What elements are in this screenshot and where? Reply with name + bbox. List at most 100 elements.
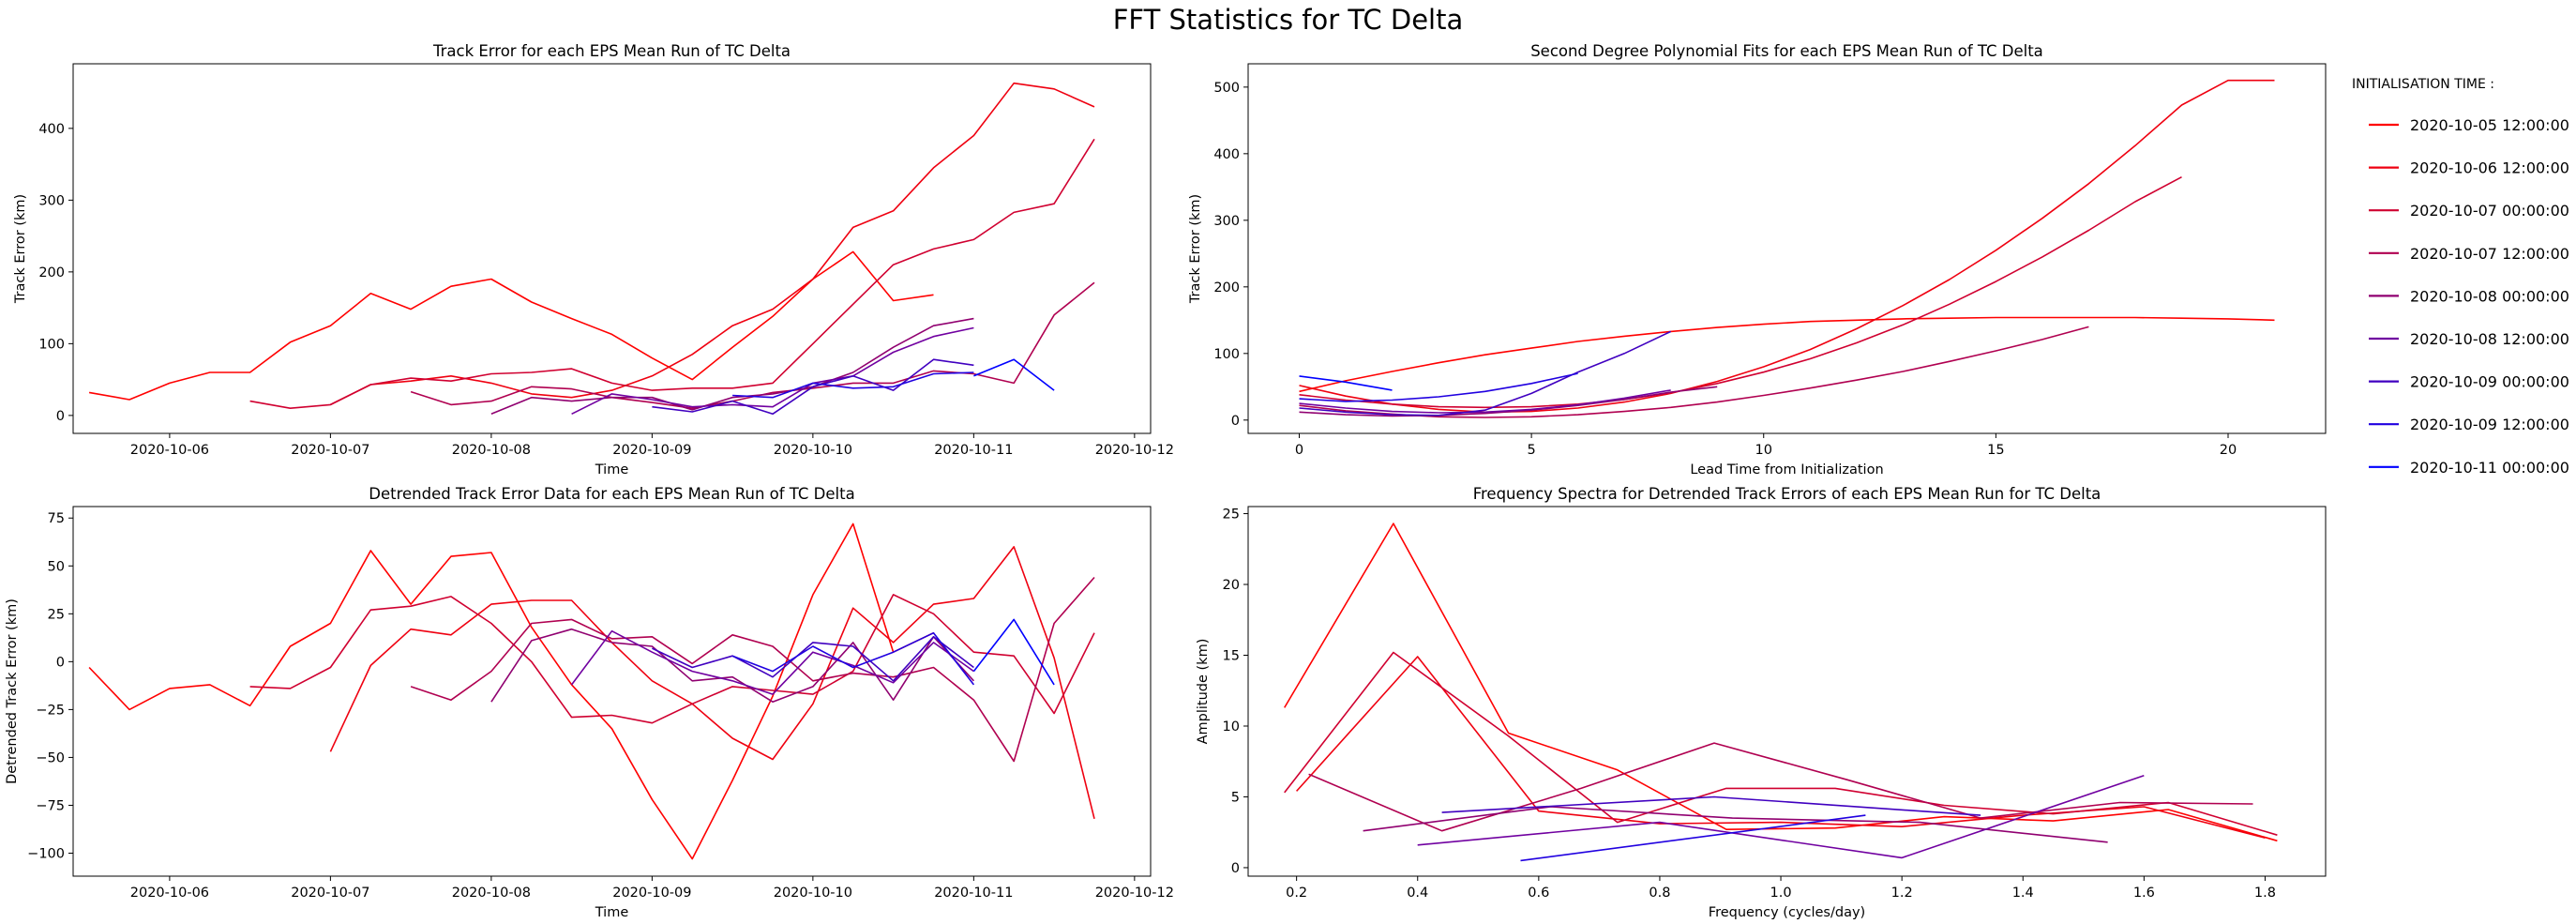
y-axis-label: Detrended Track Error (km)	[5, 598, 20, 784]
x-tick-label: 2020-10-12	[1095, 443, 1174, 458]
y-tick-label: 200	[38, 265, 65, 280]
series-line-5	[490, 628, 974, 704]
series-line-3	[249, 138, 1095, 410]
series-line-1	[1284, 523, 2278, 842]
y-tick-label: −25	[36, 703, 65, 718]
series-line-2	[1296, 656, 2266, 839]
y-axis-label: Amplitude (km)	[1196, 639, 1211, 745]
x-axis-label: Frequency (cycles/day)	[1709, 905, 1865, 920]
axes-frame	[1247, 506, 2327, 877]
y-tick-label: 50	[48, 559, 65, 574]
x-axis-label: Lead Time from Initialization	[1690, 462, 1883, 477]
series-line-4	[1299, 326, 2089, 418]
legend-label: 2020-10-08 00:00:00	[2410, 287, 2569, 305]
series-line-1	[88, 250, 934, 401]
x-tick-label: 2020-10-09	[612, 443, 691, 458]
series-line-5	[490, 317, 974, 416]
y-tick-label: 25	[48, 607, 65, 622]
legend-label: 2020-10-06 12:00:00	[2410, 159, 2569, 177]
y-tick-label: 25	[1223, 507, 1240, 523]
x-axis-label: Time	[595, 462, 629, 477]
x-tick-label: 1.6	[2133, 886, 2155, 901]
series-lines	[1299, 79, 2275, 418]
x-tick-label: 20	[2220, 443, 2237, 458]
x-tick-label: 2020-10-09	[612, 886, 691, 901]
x-tick-label: 2020-10-08	[452, 443, 531, 458]
legend-label: 2020-10-09 00:00:00	[2410, 373, 2569, 391]
figure-title: FFT Statistics for TC Delta	[1112, 4, 1464, 36]
y-tick-label: 100	[38, 337, 65, 352]
series-line-8	[1299, 372, 1578, 402]
x-tick-label: 15	[1987, 443, 2004, 458]
y-axis-label: Track Error (km)	[1188, 194, 1203, 304]
y-tick-label: 0	[56, 655, 65, 670]
series-lines	[88, 523, 1095, 860]
subplot-title: Second Degree Polynomial Fits for each E…	[1530, 42, 2043, 60]
legend-label: 2020-10-07 12:00:00	[2410, 245, 2569, 263]
subplot-detrend: 2020-10-06 2020-10-07 2020-10-08 2020-10-09…	[5, 485, 1174, 920]
y-tick-label: 500	[1213, 81, 1240, 96]
series-line-6	[570, 629, 974, 695]
axes-frame	[72, 63, 1152, 434]
x-axis-label: Time	[595, 905, 629, 920]
legend-title: INITIALISATION TIME :	[2352, 77, 2494, 92]
x-tick-label: 2020-10-06	[130, 443, 209, 458]
x-tick-label: 5	[1527, 443, 1535, 458]
y-tick-label: 400	[1213, 147, 1240, 162]
x-tick-label: 2020-10-07	[291, 886, 369, 901]
x-tick-label: 0.8	[1649, 886, 1670, 901]
y-tick-label: 0	[56, 409, 65, 424]
x-tick-label: 1.4	[2012, 886, 2034, 901]
y-tick-label: 0	[1231, 861, 1240, 876]
series-lines	[1284, 523, 2278, 862]
series-line-9	[973, 358, 1055, 391]
y-tick-label: 75	[48, 511, 65, 526]
x-tick-label: 1.2	[1891, 886, 1913, 901]
series-line-4	[410, 576, 1095, 763]
subplot-title: Frequency Spectra for Detrended Track Er…	[1473, 485, 2101, 503]
series-lines	[88, 82, 1095, 416]
subplot-fft: 0.2 0.4 0.6 0.8 1.0 1.2 1.4 1.6 1.8 0 5 10 15 20 25 Fre…	[1196, 485, 2327, 920]
series-line-7	[652, 358, 974, 416]
series-line-3	[249, 594, 1095, 724]
y-tick-label: −100	[27, 847, 65, 862]
legend-label: 2020-10-07 00:00:00	[2410, 202, 2569, 220]
series-line-6	[1299, 389, 1671, 414]
legend-label: 2020-10-09 12:00:00	[2410, 416, 2569, 433]
y-tick-label: −75	[36, 798, 65, 813]
series-line-7	[652, 635, 974, 682]
legend-label: 2020-10-05 12:00:00	[2410, 116, 2569, 134]
series-line-2	[329, 546, 1095, 819]
x-tick-label: 2020-10-07	[291, 443, 369, 458]
y-tick-label: 0	[1231, 414, 1240, 429]
series-line-5	[1363, 806, 2108, 843]
series-line-7	[1441, 795, 1981, 816]
series-line-3	[1284, 651, 2278, 836]
series-line-6	[1417, 775, 2145, 859]
x-tick-label: 2020-10-11	[934, 443, 1013, 458]
series-line-8	[731, 631, 975, 686]
x-tick-label: 2020-10-06	[130, 886, 209, 901]
x-tick-label: 2020-10-10	[774, 886, 852, 901]
y-tick-label: 15	[1223, 649, 1240, 664]
y-tick-label: 300	[38, 193, 65, 208]
x-tick-label: 0.6	[1528, 886, 1549, 901]
axes-frame	[1247, 63, 2327, 434]
y-axis-label: Track Error (km)	[13, 194, 28, 304]
series-line-9	[972, 618, 1055, 686]
series-line-9	[1299, 375, 1393, 391]
x-tick-label: 0.2	[1286, 886, 1307, 901]
y-tick-label: 300	[1213, 214, 1240, 229]
series-line-6	[571, 326, 974, 416]
y-tick-label: 10	[1223, 720, 1240, 735]
x-tick-label: 2020-10-08	[452, 886, 531, 901]
x-tick-label: 0.4	[1407, 886, 1428, 901]
legend: INITIALISATION TIME : 2020-10-05 12:00:00…	[2352, 77, 2569, 477]
subplot-track: 2020-10-06 2020-10-07 2020-10-08 2020-10-09…	[13, 42, 1174, 477]
series-line-8	[1520, 814, 1866, 862]
y-tick-label: 20	[1223, 578, 1240, 593]
series-line-1	[88, 523, 934, 860]
y-tick-label: 5	[1231, 790, 1240, 805]
series-line-2	[330, 82, 1095, 406]
